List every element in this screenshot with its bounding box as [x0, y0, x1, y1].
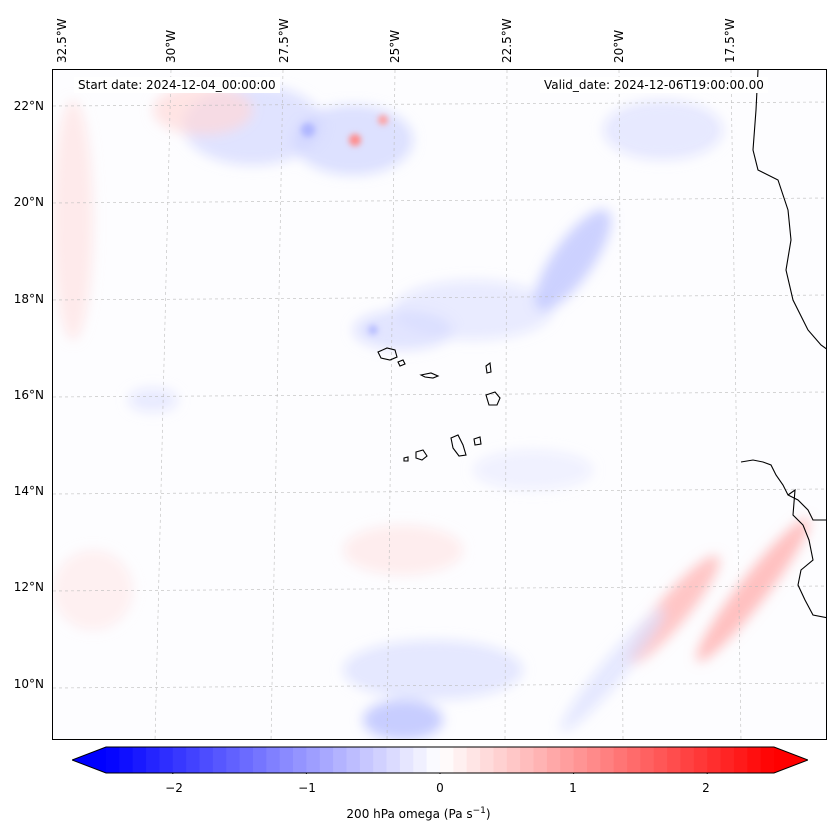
island-brava	[403, 456, 409, 462]
colorbar-segment	[172, 747, 187, 773]
colorbar-tick-m2: −2	[165, 781, 183, 795]
lon-label-30w: 30°W	[164, 29, 178, 63]
colorbar-tick-2: 2	[702, 781, 710, 795]
colorbar-segment	[627, 747, 641, 773]
colorbar-segment	[306, 747, 321, 773]
colorbar-segment	[252, 747, 267, 773]
colorbar-segment	[747, 747, 762, 773]
island-boa-vista	[485, 391, 501, 406]
colorbar-segment	[533, 747, 548, 773]
lat-label-12n: 12°N	[13, 580, 44, 594]
island-sao-vicente	[397, 359, 406, 367]
colorbar-segment	[266, 747, 281, 773]
lon-label-32-5w: 32.5°W	[55, 18, 69, 63]
island-santiago	[450, 434, 467, 457]
colorbar-segment	[440, 747, 454, 773]
valid-date-label: Valid_date: 2024-12-06T19:00:00.00	[540, 77, 768, 93]
colorbar-segment	[613, 747, 628, 773]
island-sao-nicolau	[419, 372, 440, 379]
island-maio	[473, 436, 482, 446]
colorbar-segment	[359, 747, 374, 773]
cape-verde-islands	[377, 347, 501, 462]
colorbar-segment	[573, 747, 588, 773]
colorbar-segment	[146, 747, 161, 773]
colorbar-segment	[293, 747, 307, 773]
colorbar-segment	[226, 747, 241, 773]
colorbar-segment	[106, 747, 120, 773]
colorbar-extend-high	[774, 747, 808, 773]
island-santo-antao	[377, 347, 398, 361]
colorbar-segment	[466, 747, 481, 773]
colorbar-segment	[586, 747, 601, 773]
colorbar-segment	[319, 747, 334, 773]
colorbar-segment	[239, 747, 254, 773]
lon-label-20w: 20°W	[612, 29, 626, 63]
colorbar-segment	[707, 747, 722, 773]
colorbar-segment	[132, 747, 147, 773]
lat-label-18n: 18°N	[13, 292, 44, 306]
lon-label-27-5w: 27.5°W	[277, 18, 291, 63]
lon-label-22-5w: 22.5°W	[500, 18, 514, 63]
colorbar-segment	[480, 747, 495, 773]
map-panel	[52, 69, 827, 740]
colorbar-tick-1: 1	[569, 781, 577, 795]
colorbar-segment	[373, 747, 388, 773]
colorbar-segment	[386, 747, 401, 773]
lat-label-10n: 10°N	[13, 677, 44, 691]
lat-label-14n: 14°N	[13, 484, 44, 498]
colorbar-segment	[560, 747, 575, 773]
omega-blobs	[53, 85, 810, 739]
colorbar-segment	[159, 747, 174, 773]
colorbar-segment	[212, 747, 227, 773]
start-date-label: Start date: 2024-12-04_00:00:00	[74, 77, 280, 93]
colorbar-segment	[546, 747, 561, 773]
colorbar-segment	[413, 747, 428, 773]
colorbar-segment	[493, 747, 508, 773]
colorbar-segment	[426, 747, 441, 773]
african-coastline	[740, 70, 826, 619]
colorbar-segment	[399, 747, 414, 773]
colorbar-segment	[199, 747, 214, 773]
island-sal	[485, 361, 492, 374]
lon-label-17-5w: 17.5°W	[723, 18, 737, 63]
colorbar-label: 200 hPa omega (Pa s−1)	[346, 806, 491, 821]
colorbar-segment	[760, 747, 775, 773]
colorbar-segment	[653, 747, 668, 773]
colorbar-segment	[693, 747, 708, 773]
colorbar-segment	[186, 747, 201, 773]
graticule	[53, 70, 826, 739]
colorbar-segment	[333, 747, 348, 773]
omega-field	[53, 70, 826, 739]
lat-label-22n: 22°N	[13, 99, 44, 113]
lat-label-16n: 16°N	[13, 388, 44, 402]
lat-label-20n: 20°N	[13, 195, 44, 209]
colorbar-segment	[346, 747, 361, 773]
colorbar-segment	[506, 747, 521, 773]
colorbar-segment	[640, 747, 655, 773]
colorbar-segment	[733, 747, 748, 773]
colorbar-segment	[453, 747, 468, 773]
colorbar-segment	[680, 747, 695, 773]
colorbar-tick-m1: −1	[298, 781, 316, 795]
colorbar-segment	[720, 747, 735, 773]
colorbar-segment	[119, 747, 134, 773]
colorbar	[72, 746, 808, 774]
colorbar-segment	[667, 747, 682, 773]
omega-cells	[301, 115, 388, 335]
lon-label-25w: 25°W	[388, 29, 402, 63]
colorbar-segment	[520, 747, 535, 773]
island-fogo	[415, 449, 428, 461]
colorbar-tick-0: 0	[436, 781, 444, 795]
colorbar-extend-low	[72, 747, 106, 773]
colorbar-segment	[279, 747, 294, 773]
colorbar-segment	[600, 747, 615, 773]
